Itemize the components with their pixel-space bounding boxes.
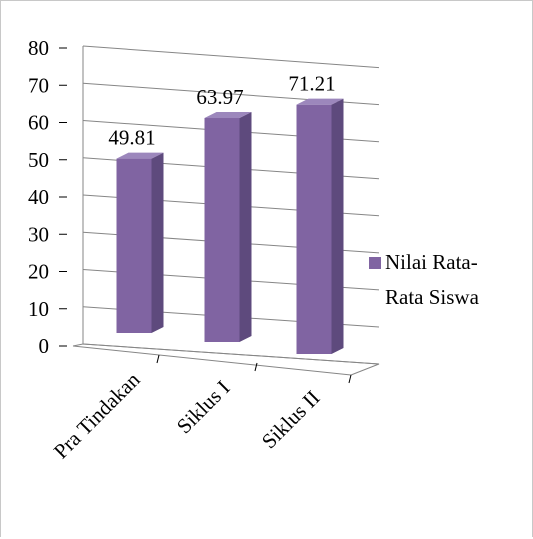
bar-front (204, 118, 240, 342)
data-label: 49.81 (108, 126, 155, 150)
bar (204, 112, 252, 342)
y-tick-label: 80 (28, 36, 49, 60)
bar (116, 152, 164, 333)
tick-labels: 0 10 20 30 40 50 60 70 80 Pra Tindakan Siklus I Sik… (28, 36, 325, 463)
data-labels: 49.81 63.97 71.21 (108, 72, 335, 150)
y-tick-label: 50 (28, 148, 49, 172)
axes (59, 46, 380, 384)
data-label: 71.21 (288, 72, 335, 96)
x-tick-mark (348, 374, 352, 384)
y-tick-label: 60 (28, 111, 49, 135)
y-tick-label: 10 (28, 297, 49, 321)
y-tick-label: 40 (28, 185, 49, 209)
floor-outline (72, 343, 380, 376)
y-tick-label: 30 (28, 222, 49, 246)
y-tick-label: 20 (28, 260, 49, 284)
legend: Nilai Rata- Rata Siswa (369, 250, 480, 309)
data-label: 63.97 (196, 85, 243, 109)
legend-label-line-1: Nilai Rata- (385, 250, 478, 274)
x-tick-label: Pra Tindakan (49, 367, 145, 463)
bar-top (116, 152, 164, 159)
x-axis-line (72, 345, 352, 376)
x-tick-label: Siklus I (172, 376, 235, 439)
bar-front (116, 158, 152, 333)
x-tick-label: Siklus II (257, 386, 325, 454)
bars (116, 98, 344, 354)
x-tick-mark (156, 354, 160, 364)
bar (296, 98, 344, 354)
legend-label-line-2: Rata Siswa (385, 285, 480, 309)
legend-swatch (369, 257, 381, 269)
y-tick-label: 70 (28, 73, 49, 97)
bar-side (331, 98, 344, 354)
bar-top (204, 112, 252, 119)
x-tick-mark (254, 362, 258, 372)
bar-side (239, 112, 252, 342)
bar-front (296, 104, 332, 354)
bar-top (296, 98, 344, 105)
y-tick-label: 0 (39, 334, 50, 358)
bar-side (151, 152, 164, 333)
gridline (82, 45, 380, 69)
